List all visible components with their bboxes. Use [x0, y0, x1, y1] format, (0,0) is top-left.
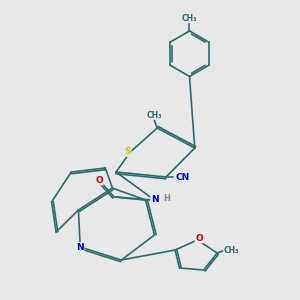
Text: H: H	[163, 194, 170, 203]
Text: CH₃: CH₃	[182, 14, 197, 23]
Text: N: N	[76, 242, 84, 251]
Text: N: N	[151, 196, 158, 205]
Text: CH₃: CH₃	[146, 111, 162, 120]
Text: S: S	[124, 148, 131, 157]
Text: CH₃: CH₃	[224, 246, 239, 255]
Text: O: O	[95, 176, 103, 185]
Text: CN: CN	[176, 172, 190, 182]
Text: O: O	[195, 234, 203, 243]
